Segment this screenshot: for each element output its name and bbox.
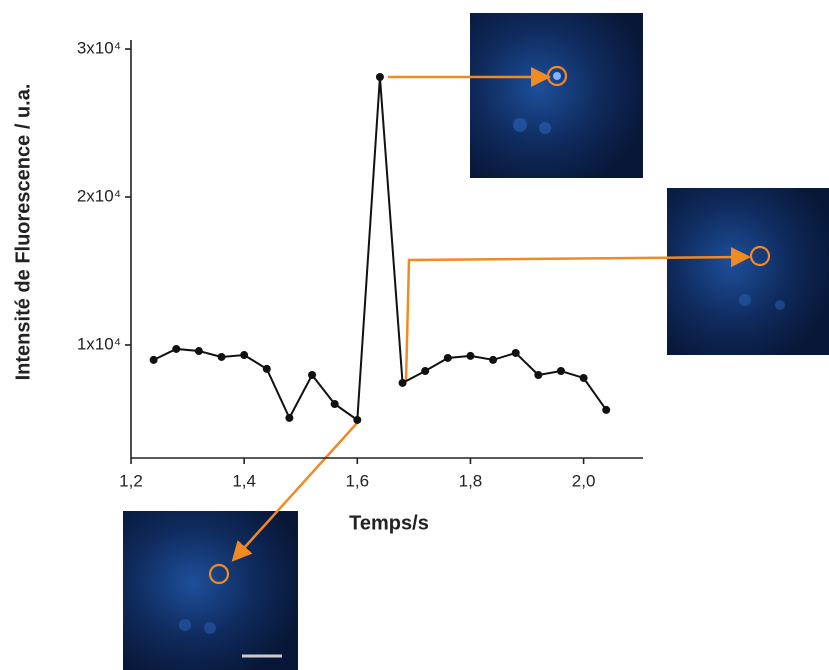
x-tick-label: 2,0 [572, 471, 596, 490]
data-point [262, 364, 271, 373]
data-point [353, 415, 362, 424]
data-point [285, 413, 294, 422]
data-point [172, 344, 181, 353]
data-point [602, 405, 611, 414]
data-point [217, 352, 226, 361]
x-tick-label: 1,8 [459, 471, 483, 490]
y-tick-label: 3x10⁴ [77, 39, 121, 58]
inset-image-after [667, 188, 829, 355]
y-tick-label: 1x10⁴ [77, 334, 121, 353]
inset-image-before [123, 511, 298, 670]
data-point [330, 399, 339, 408]
data-point [556, 366, 565, 375]
data-point [149, 355, 158, 364]
data-point [398, 378, 407, 387]
arrow [404, 247, 751, 382]
data-point [194, 347, 203, 356]
data-point [466, 351, 475, 360]
data-point [375, 72, 384, 81]
data-point [443, 353, 452, 362]
data-point [421, 366, 430, 375]
y-tick-label: 2x10⁴ [77, 186, 121, 205]
arrow [231, 421, 359, 562]
x-tick-label: 1,2 [119, 471, 143, 490]
data-point [534, 370, 543, 379]
data-point [489, 355, 498, 364]
data-point [511, 348, 520, 357]
x-axis-title: Temps/s [349, 512, 429, 534]
data-point [579, 373, 588, 382]
inset-image-peak [470, 13, 643, 178]
x-tick-label: 1,6 [345, 471, 369, 490]
data-point [308, 370, 317, 379]
data-point [240, 351, 249, 360]
y-axis-title: Intensité de Fluorescence / u.a. [12, 84, 34, 381]
x-tick-label: 1,4 [232, 471, 256, 490]
